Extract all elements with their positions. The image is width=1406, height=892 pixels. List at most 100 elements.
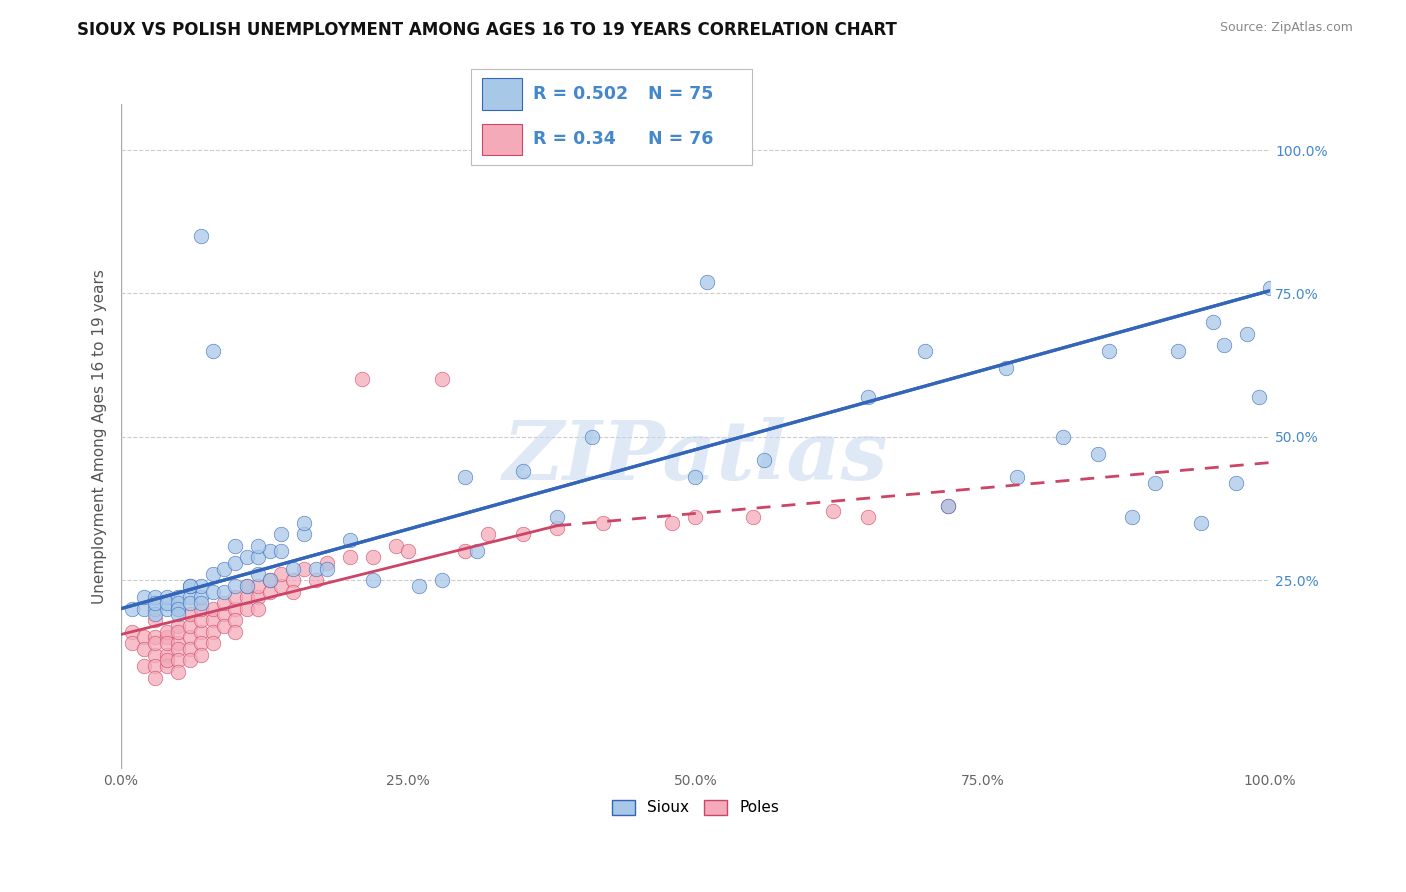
Point [132,641,155,656]
Point [121,624,143,639]
Point [155,648,177,662]
Point [190,613,212,627]
Point [247,567,270,582]
Point [155,636,177,650]
Point [1052,430,1074,444]
Point [1167,343,1189,358]
Point [385,539,408,553]
Point [167,607,190,622]
Point [1189,516,1212,530]
Point [121,636,143,650]
Text: R = 0.502: R = 0.502 [533,86,628,103]
Point [247,601,270,615]
Point [339,550,361,565]
Y-axis label: Unemployment Among Ages 16 to 19 years: Unemployment Among Ages 16 to 19 years [93,269,107,604]
Point [236,579,259,593]
Point [856,390,879,404]
Bar [482,124,522,155]
Point [741,510,763,524]
Point [143,607,166,622]
Point [143,613,166,627]
Point [190,648,212,662]
Point [143,631,166,645]
Point [212,561,235,575]
Point [294,527,316,541]
Point [432,573,454,587]
Point [1007,470,1029,484]
Point [661,516,683,530]
Point [155,596,177,610]
Point [281,584,304,599]
Point [754,452,776,467]
Point [856,510,879,524]
Point [167,591,190,605]
Point [143,591,166,605]
Point [212,619,235,633]
Point [179,596,201,610]
Point [167,624,190,639]
Point [212,607,235,622]
Point [179,579,201,593]
Point [1247,390,1270,404]
Point [201,584,224,599]
Point [270,527,292,541]
Point [363,573,385,587]
Point [179,607,201,622]
Point [201,601,224,615]
Point [236,550,259,565]
Point [190,601,212,615]
Point [408,579,430,593]
Point [179,631,201,645]
Point [363,550,385,565]
Point [224,591,246,605]
Legend: Sioux, Poles: Sioux, Poles [606,794,785,822]
Point [696,275,718,289]
Point [259,573,281,587]
Point [294,516,316,530]
Point [1236,326,1258,341]
Point [143,636,166,650]
Point [914,343,936,358]
Point [155,601,177,615]
Point [155,624,177,639]
Point [270,567,292,582]
Point [179,579,201,593]
Point [155,631,177,645]
Point [155,653,177,667]
Point [201,613,224,627]
Point [143,659,166,673]
Point [546,521,568,535]
Point [155,659,177,673]
Text: N = 76: N = 76 [648,130,713,148]
Point [190,579,212,593]
Point [167,653,190,667]
Point [190,591,212,605]
Point [143,648,166,662]
Point [1202,315,1225,329]
Point [1225,475,1247,490]
Point [546,510,568,524]
Point [179,641,201,656]
Point [512,527,534,541]
Point [155,591,177,605]
Point [1144,475,1167,490]
Point [994,360,1017,375]
Point [132,659,155,673]
Point [350,372,373,386]
Point [190,229,212,244]
Point [132,631,155,645]
Point [247,539,270,553]
Point [432,372,454,386]
Text: N = 75: N = 75 [648,86,713,103]
Point [465,544,488,558]
Point [581,430,603,444]
Point [247,550,270,565]
Point [167,601,190,615]
Point [190,636,212,650]
Point [190,624,212,639]
Point [201,636,224,650]
Point [236,579,259,593]
Point [190,596,212,610]
Point [224,579,246,593]
Point [396,544,419,558]
